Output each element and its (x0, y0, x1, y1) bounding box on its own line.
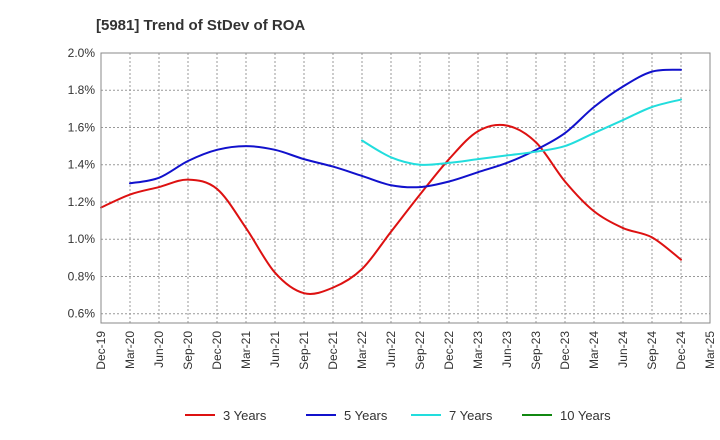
x-tick-label: Jun-21 (268, 331, 282, 368)
x-tick-label: Mar-23 (471, 331, 485, 369)
x-tick-label: Jun-20 (152, 331, 166, 368)
series-line-2 (129, 68, 682, 189)
x-axis-ticks: Dec-19 Mar-20 Jun-20 Sep-20 Dec-20 Mar-21 Jun-… (94, 331, 717, 370)
x-tick-label: Jun-24 (616, 331, 630, 368)
y-tick-label: 0.8% (68, 269, 96, 283)
series-line-3 (361, 98, 682, 166)
y-tick-label: 1.8% (68, 83, 96, 97)
x-tick-label: Sep-24 (645, 331, 659, 370)
x-tick-label: Sep-22 (413, 331, 427, 370)
series-lines (100, 68, 682, 295)
legend: 3 Years 5 Years 7 Years 10 Years (185, 408, 611, 423)
series-line-1 (100, 123, 682, 295)
x-tick-label: Mar-24 (587, 331, 601, 369)
x-tick-label: Dec-24 (674, 331, 688, 370)
x-tick-label: Dec-20 (210, 331, 224, 370)
legend-label: 3 Years (223, 408, 267, 423)
x-tick-label: Dec-21 (326, 331, 340, 370)
y-tick-label: 0.6% (68, 307, 96, 321)
x-tick-label: Jun-23 (500, 331, 514, 368)
x-tick-label: Jun-22 (384, 331, 398, 368)
x-tick-label: Mar-22 (355, 331, 369, 369)
chart-title: [5981] Trend of StDev of ROA (96, 17, 305, 34)
x-tick-label: Sep-20 (181, 331, 195, 370)
x-tick-label: Sep-21 (297, 331, 311, 370)
y-tick-label: 1.2% (68, 195, 96, 209)
y-tick-label: 2.0% (68, 46, 96, 60)
legend-label: 5 Years (344, 408, 388, 423)
grid (100, 52, 711, 323)
y-tick-label: 1.6% (68, 120, 96, 134)
y-axis-ticks: 0.6% 0.8% 1.0% 1.2% 1.4% 1.6% 1.8% 2.0% (68, 46, 96, 321)
legend-label: 10 Years (560, 408, 611, 423)
x-tick-label: Dec-22 (442, 331, 456, 370)
x-tick-label: Dec-19 (94, 331, 108, 370)
legend-label: 7 Years (449, 408, 493, 423)
x-tick-label: Dec-23 (558, 331, 572, 370)
x-tick-label: Mar-21 (239, 331, 253, 369)
x-tick-label: Mar-25 (703, 331, 717, 369)
x-tick-label: Mar-20 (123, 331, 137, 369)
plot-area-frame (100, 52, 711, 324)
y-tick-label: 1.4% (68, 158, 96, 172)
y-tick-label: 1.0% (68, 232, 96, 246)
x-tick-label: Sep-23 (529, 331, 543, 370)
